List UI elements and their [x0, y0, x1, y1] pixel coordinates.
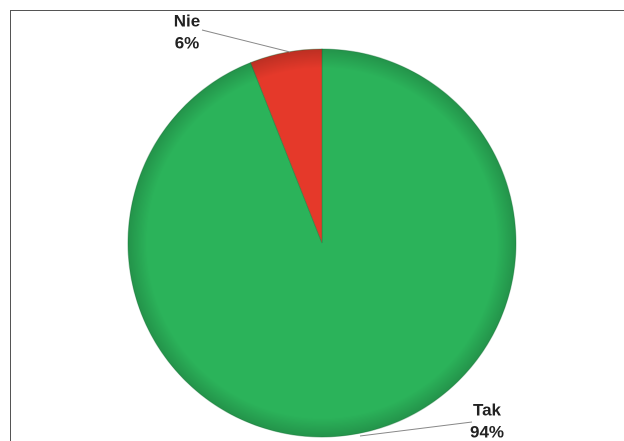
slice-value-label: 94% — [470, 422, 504, 441]
pie-shade — [128, 49, 516, 437]
leader-line — [359, 421, 473, 437]
frame — [10, 10, 624, 441]
slice-value-label: 6% — [175, 33, 200, 52]
slice-label: Tak — [473, 400, 502, 419]
leader-line — [201, 29, 291, 53]
slice-label: Nie — [174, 11, 200, 30]
